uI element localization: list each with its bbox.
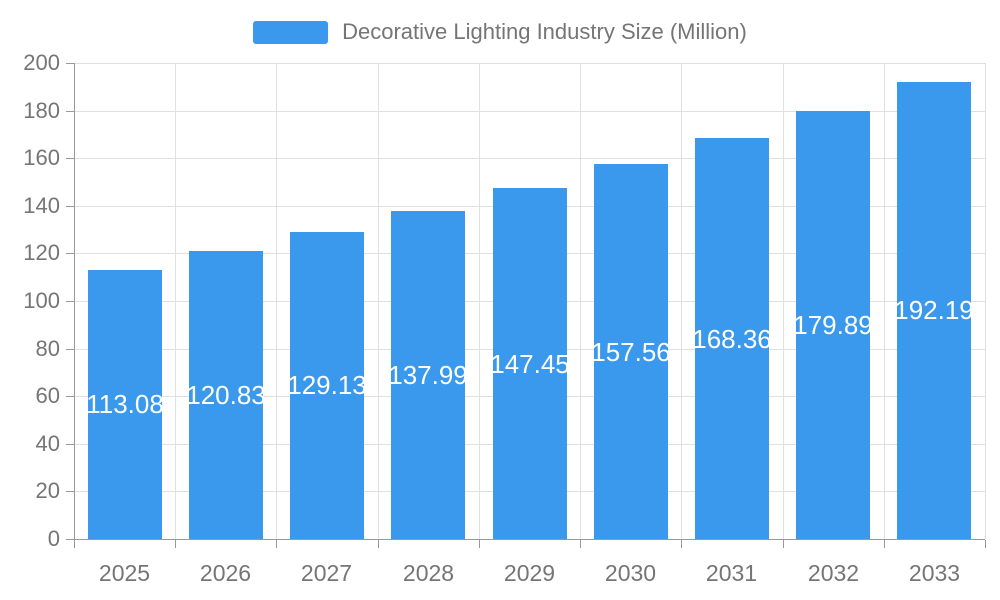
x-tick-label: 2029 — [503, 560, 556, 586]
x-axis-tick — [74, 540, 75, 548]
x-axis-tick — [985, 540, 986, 548]
y-tick-label: 140 — [23, 193, 60, 218]
legend-swatch-icon — [253, 20, 329, 44]
y-axis-tick — [66, 396, 74, 397]
y-tick-label: 60 — [35, 383, 60, 408]
y-tick-label: 20 — [35, 478, 60, 503]
gridline-vertical — [580, 63, 581, 539]
gridline-vertical — [985, 63, 986, 539]
gridline-horizontal — [74, 111, 985, 112]
y-axis-tick — [66, 111, 74, 112]
x-axis-tick — [175, 540, 176, 548]
y-axis-tick — [66, 253, 74, 254]
bar[interactable] — [290, 232, 364, 539]
x-tick-label: 2031 — [705, 560, 758, 586]
y-tick-label: 40 — [35, 431, 60, 456]
y-tick-label: 80 — [35, 336, 60, 361]
y-tick-label: 160 — [23, 145, 60, 170]
gridline-vertical — [378, 63, 379, 539]
y-axis-line — [74, 63, 75, 547]
y-axis-tick — [66, 301, 74, 302]
gridline-vertical — [681, 63, 682, 539]
x-axis-tick — [479, 540, 480, 548]
gridline-vertical — [783, 63, 784, 539]
legend-item[interactable]: Decorative Lighting Industry Size (Milli… — [0, 19, 1000, 45]
x-tick-label: 2028 — [402, 560, 455, 586]
y-axis-tick — [66, 444, 74, 445]
x-tick-label: 2025 — [98, 560, 151, 586]
x-axis-tick — [378, 540, 379, 548]
gridline-vertical — [479, 63, 480, 539]
gridline-vertical — [175, 63, 176, 539]
bar[interactable] — [796, 111, 870, 539]
y-axis-tick — [66, 158, 74, 159]
bar[interactable] — [695, 138, 769, 539]
x-tick-label: 2033 — [908, 560, 961, 586]
bar[interactable] — [897, 82, 971, 539]
y-axis-tick — [66, 491, 74, 492]
x-axis-tick — [276, 540, 277, 548]
y-tick-label: 100 — [23, 288, 60, 313]
gridline-vertical — [276, 63, 277, 539]
bar[interactable] — [391, 211, 465, 539]
y-axis-tick — [66, 63, 74, 64]
y-axis-tick — [66, 206, 74, 207]
x-axis-tick — [783, 540, 784, 548]
x-axis-line — [66, 539, 985, 540]
x-axis-tick — [580, 540, 581, 548]
y-axis-tick — [66, 349, 74, 350]
x-tick-label: 2032 — [807, 560, 860, 586]
y-tick-label: 120 — [23, 240, 60, 265]
bar[interactable] — [88, 270, 162, 539]
y-tick-label: 200 — [23, 50, 60, 75]
x-tick-label: 2027 — [300, 560, 353, 586]
gridline-horizontal — [74, 63, 985, 64]
x-axis-tick — [884, 540, 885, 548]
y-tick-label: 180 — [23, 98, 60, 123]
legend-label: Decorative Lighting Industry Size (Milli… — [342, 19, 747, 44]
gridline-vertical — [884, 63, 885, 539]
bar[interactable] — [493, 188, 567, 539]
x-axis-tick — [681, 540, 682, 548]
x-tick-label: 2026 — [199, 560, 252, 586]
bar[interactable] — [594, 164, 668, 539]
bar[interactable] — [189, 251, 263, 539]
x-tick-label: 2030 — [604, 560, 657, 586]
gridline-horizontal — [74, 158, 985, 159]
y-tick-label: 0 — [47, 526, 60, 551]
